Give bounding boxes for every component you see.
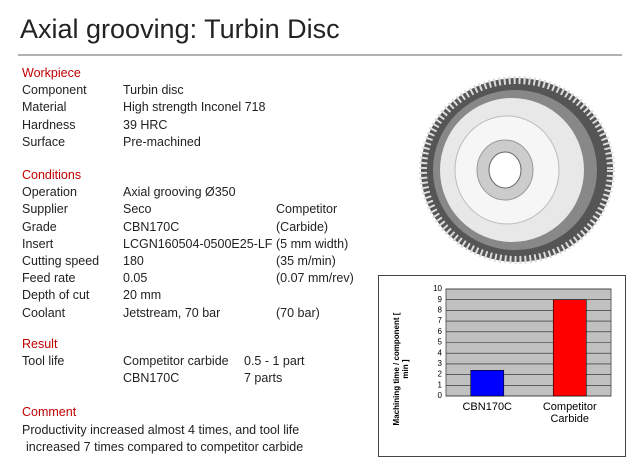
- y-axis-label: Machining time / component [ min ]: [392, 312, 410, 426]
- section-heading: Comment: [22, 405, 77, 419]
- value: (35 m/min): [276, 254, 336, 268]
- label: Operation: [22, 185, 77, 200]
- label: Feed rate: [22, 271, 76, 286]
- y-tick-label: 7: [438, 316, 443, 325]
- value: 0.5 - 1 part: [244, 354, 305, 368]
- y-tick-label: 4: [438, 348, 443, 357]
- label: Supplier: [22, 202, 68, 217]
- x-tick-label: Competitor Carbide: [542, 401, 597, 425]
- value: CBN170C: [123, 371, 180, 386]
- section-heading: Conditions: [22, 168, 82, 182]
- value: Competitor carbide: [123, 354, 229, 368]
- value: 0.05: [123, 271, 148, 286]
- value: (5 mm width): [276, 236, 349, 251]
- title-rule: [18, 54, 622, 56]
- value: Competitor: [276, 202, 338, 217]
- y-tick-label: 3: [438, 359, 443, 368]
- value: (0.07 mm/rev): [276, 271, 354, 286]
- section-heading: Result: [22, 337, 58, 351]
- y-tick-label: 6: [438, 327, 443, 336]
- chart-svg: 0 12 3 45 6 78 9 10: [433, 284, 612, 400]
- label: Coolant: [22, 305, 66, 320]
- value: 180: [123, 254, 144, 268]
- label: Component: [22, 83, 87, 98]
- value: High strength Inconel 718: [123, 100, 266, 115]
- section-heading: Workpiece: [22, 66, 81, 80]
- label: Grade: [22, 219, 57, 234]
- label: Cutting speed: [22, 254, 100, 268]
- value: Pre-machined: [123, 134, 201, 149]
- value: Seco: [123, 202, 152, 217]
- label: Tool life: [22, 354, 65, 368]
- y-tick-label: 10: [433, 284, 442, 293]
- y-tick-label: 1: [438, 380, 443, 389]
- value: 7 parts: [244, 371, 283, 386]
- bar: [470, 370, 505, 397]
- label: Material: [22, 100, 67, 115]
- value: 20 mm: [123, 288, 162, 303]
- label: Hardness: [22, 117, 76, 132]
- chart: 0 1 2 3 4 5 6 7 8 9 10 Machining time / component …: [378, 275, 626, 457]
- y-tick-label: 9: [438, 295, 443, 304]
- label: Surface: [22, 134, 66, 149]
- value: Axial grooving Ø350: [123, 185, 236, 200]
- x-tick-label: CBN170C: [462, 401, 513, 413]
- y-tick-label: 8: [438, 306, 443, 315]
- turbine-disc-image: [419, 76, 615, 264]
- comment-line: Productivity increased almost 4 times, a…: [22, 423, 300, 437]
- value: (Carbide): [276, 219, 329, 234]
- comment-line: increased 7 times compared to competitor…: [26, 440, 304, 455]
- value: CBN170C: [123, 219, 180, 234]
- value: (70 bar): [276, 305, 320, 320]
- title: Axial grooving: Turbin Disc: [20, 14, 340, 44]
- y-tick-label: 5: [438, 338, 443, 347]
- value: Turbin disc: [123, 83, 184, 98]
- label: Insert: [22, 236, 54, 251]
- y-tick-label: 2: [438, 370, 443, 379]
- value: 39 HRC: [123, 117, 168, 132]
- bar: [552, 299, 587, 397]
- value: Jetstream, 70 bar: [123, 305, 221, 320]
- value: LCGN160504-0500E25-LF: [123, 236, 273, 251]
- y-tick-label: 0: [438, 391, 443, 400]
- label: Depth of cut: [22, 288, 90, 303]
